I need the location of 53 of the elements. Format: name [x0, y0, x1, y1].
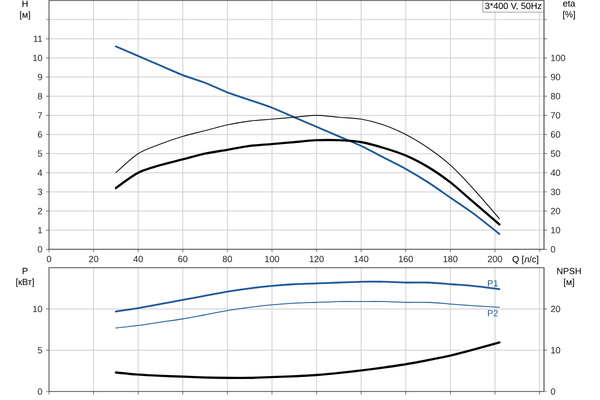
y-axis-title: P [кВт]	[16, 268, 34, 287]
y-tick-label: 0	[38, 246, 42, 252]
y2-tick-label: 10	[551, 347, 560, 354]
y2-tick-label: 70	[550, 112, 560, 119]
x-tick-label: 0	[46, 256, 52, 262]
x-tick-label: 180	[444, 256, 458, 262]
y-tick-label: 1	[38, 227, 42, 234]
y-tick-label: 8	[38, 93, 42, 100]
series-label: P2	[488, 310, 498, 316]
line-series	[116, 114, 500, 220]
x-axis-title: Q [л/с]	[512, 256, 538, 264]
y-tick-label: 7	[38, 112, 42, 118]
y2-tick-label: 30	[550, 188, 560, 196]
y-tick-label: 9	[38, 74, 42, 80]
y-tick-label: 5	[38, 150, 42, 157]
x-tick-label: 20	[89, 256, 98, 262]
x-tick-label: 40	[133, 256, 143, 262]
y2-tick-label: 60	[550, 131, 560, 138]
y-tick-label: 10	[33, 306, 42, 312]
y2-tick-label: 20	[550, 208, 560, 214]
x-tick-label: 80	[222, 256, 232, 262]
y2-tick-label: 40	[550, 170, 560, 176]
y-tick-label: 3	[38, 188, 42, 196]
y2-axis-title: eta [%]	[563, 0, 576, 20]
y2-tick-label: 10	[551, 226, 560, 234]
y2-tick-label: 90	[550, 74, 560, 80]
x-tick-label: 200	[488, 256, 502, 262]
y-tick-label: 5	[38, 347, 42, 354]
series-label: P1	[488, 280, 498, 286]
y-tick-label: 11	[34, 36, 42, 42]
line-series	[114, 341, 501, 380]
x-tick-label: 160	[398, 256, 413, 262]
y2-tick-label: 20	[550, 306, 560, 312]
line-series	[114, 138, 501, 226]
y-tick-label: 6	[38, 131, 42, 138]
y-tick-label: 10	[33, 54, 42, 62]
y2-axis-title: NPSH [м]	[557, 268, 581, 287]
chart-title: 3*400 V, 50Hz	[485, 2, 542, 10]
x-tick-label: 100	[265, 256, 280, 262]
y-axis-title: H [м]	[20, 0, 30, 20]
y-tick-label: 4	[38, 170, 42, 176]
x-tick-label: 140	[354, 256, 368, 262]
x-tick-label: 60	[178, 256, 188, 262]
y2-tick-label: 50	[550, 150, 560, 157]
y2-tick-label: 80	[550, 93, 560, 100]
y2-tick-label: 100	[551, 54, 566, 62]
y2-tick-label: 0	[550, 246, 556, 252]
line-series	[114, 46, 500, 235]
line-series	[115, 301, 500, 328]
y2-tick-label: 0	[550, 388, 556, 395]
y-tick-label: 0	[38, 388, 42, 395]
y-tick-label: 2	[38, 208, 42, 214]
x-tick-label: 120	[310, 256, 324, 262]
